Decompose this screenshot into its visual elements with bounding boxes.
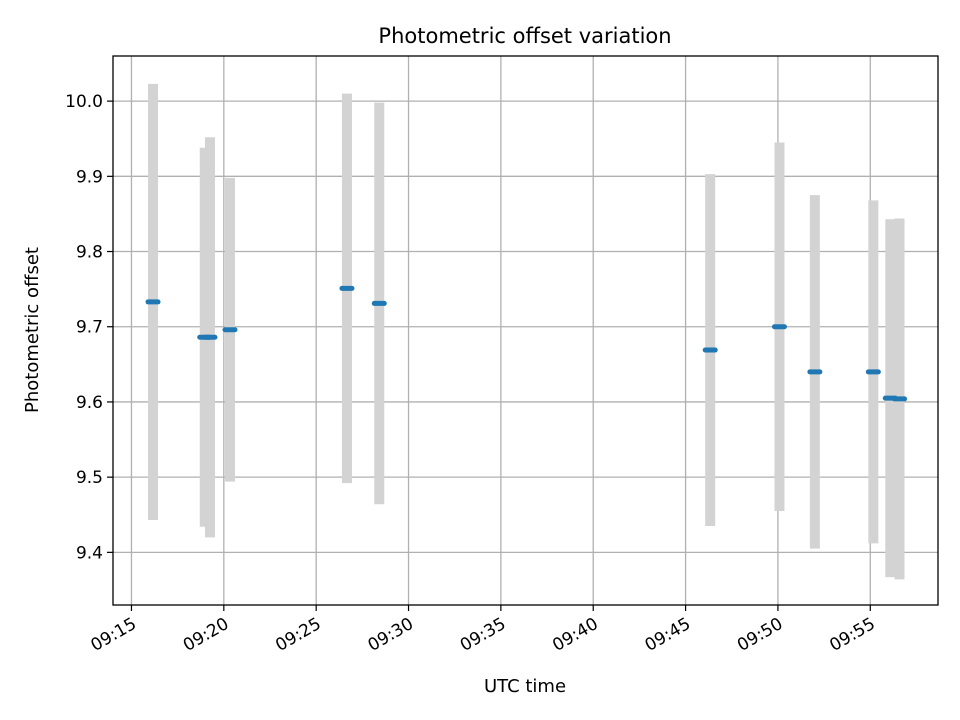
x-tick-label: 09:55: [826, 614, 878, 656]
x-tick-label: 09:45: [642, 614, 694, 656]
x-tick-label: 09:40: [549, 614, 601, 656]
y-axis-label: Photometric offset: [22, 247, 43, 413]
error-bars: [148, 83, 905, 580]
x-tick-label: 09:25: [272, 614, 324, 656]
x-tick-label: 09:35: [457, 614, 509, 656]
data-markers: [145, 285, 908, 402]
x-axis: 09:15 09:20 09:25 09:30 09:35 09:40 09:45 09:50…: [88, 605, 879, 656]
x-tick-label: 09:20: [180, 614, 232, 656]
x-tick-label: 09:50: [734, 614, 786, 656]
x-tick-label: 09:30: [365, 614, 417, 656]
y-tick-label: 9.4: [76, 543, 103, 563]
y-tick-label: 9.6: [76, 393, 103, 413]
x-axis-label: UTC time: [484, 676, 566, 697]
y-tick-label: 9.9: [76, 167, 103, 187]
y-axis: 9.4 9.5 9.6 9.7 9.8 9.9 10.0: [65, 92, 113, 563]
y-tick-label: 9.8: [76, 243, 103, 263]
plot-frame: [112, 55, 939, 606]
y-tick-label: 9.5: [76, 468, 103, 488]
grid: [113, 56, 938, 605]
chart-title: Photometric offset variation: [378, 24, 671, 48]
x-tick-label: 09:15: [88, 614, 140, 656]
y-tick-label: 10.0: [65, 92, 103, 112]
y-tick-label: 9.7: [76, 318, 103, 338]
